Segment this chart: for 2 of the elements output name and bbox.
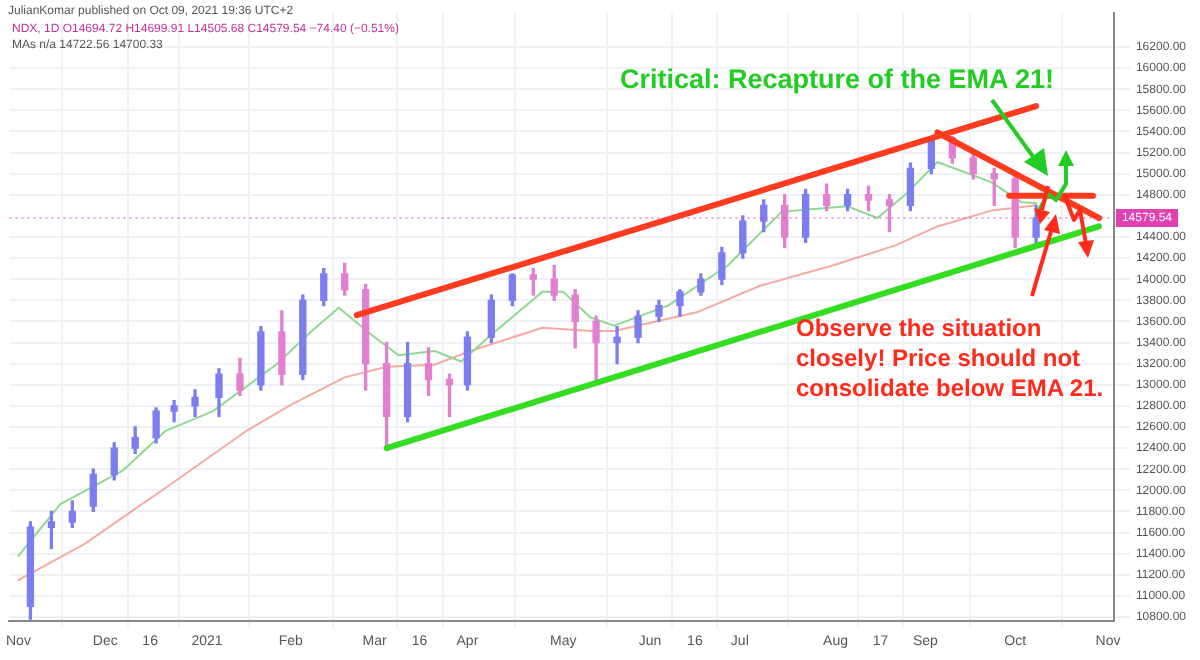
annotation: Observe the situation closely! Price should not consolidate below EMA 21. bbox=[796, 314, 1106, 404]
annotation: Critical: Recapture of the EMA 21! bbox=[620, 64, 1055, 96]
